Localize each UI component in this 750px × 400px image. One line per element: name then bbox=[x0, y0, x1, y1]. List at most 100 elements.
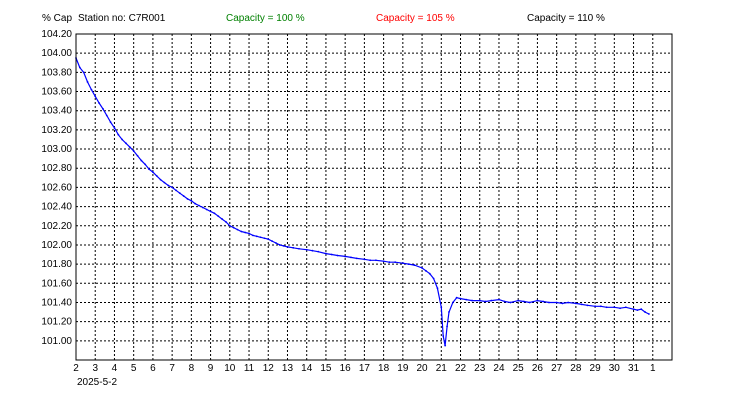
x-tick-label: 9 bbox=[208, 363, 214, 374]
data-point bbox=[455, 296, 458, 299]
x-tick-label: 12 bbox=[263, 363, 275, 374]
data-point bbox=[217, 215, 220, 218]
x-tick-label: 24 bbox=[493, 363, 505, 374]
data-point bbox=[401, 262, 404, 265]
x-tick-label: 21 bbox=[436, 363, 448, 374]
data-point bbox=[548, 301, 550, 304]
data-point bbox=[644, 311, 646, 313]
data-point bbox=[363, 258, 366, 261]
data-point bbox=[498, 298, 500, 301]
x-tick-label: 3 bbox=[92, 363, 98, 374]
x-tick-label: 13 bbox=[282, 363, 294, 374]
data-point bbox=[542, 300, 545, 303]
data-point bbox=[444, 344, 447, 347]
y-tick-label: 101.60 bbox=[41, 278, 72, 289]
data-point bbox=[388, 261, 391, 264]
data-point bbox=[594, 305, 596, 308]
data-point bbox=[407, 263, 410, 266]
data-point bbox=[292, 246, 295, 249]
data-point bbox=[421, 267, 423, 269]
data-point bbox=[221, 218, 224, 220]
data-point bbox=[305, 248, 308, 251]
grid-lines bbox=[76, 34, 672, 360]
data-point bbox=[205, 208, 208, 211]
x-tick-label: 2 bbox=[73, 363, 79, 374]
y-tick-label: 101.00 bbox=[41, 336, 72, 347]
data-point bbox=[561, 302, 564, 305]
data-point bbox=[190, 199, 193, 202]
data-point bbox=[125, 142, 127, 145]
plot-frame bbox=[75, 33, 673, 361]
data-point bbox=[113, 127, 116, 129]
data-point bbox=[90, 88, 93, 91]
data-point bbox=[503, 300, 506, 303]
data-point bbox=[451, 301, 454, 304]
data-point bbox=[355, 257, 358, 260]
data-point bbox=[144, 163, 147, 166]
data-point bbox=[213, 212, 216, 215]
data-point bbox=[182, 195, 185, 197]
data-point bbox=[263, 237, 266, 240]
data-point bbox=[574, 302, 577, 305]
data-point bbox=[448, 311, 450, 313]
data-point bbox=[478, 299, 481, 302]
data-point bbox=[105, 114, 108, 117]
data-point bbox=[132, 150, 135, 152]
data-point bbox=[528, 301, 531, 304]
data-point bbox=[640, 308, 643, 311]
data-point bbox=[251, 234, 254, 237]
y-tick-label: 103.20 bbox=[41, 125, 72, 136]
data-point bbox=[155, 175, 158, 177]
data-point bbox=[555, 301, 558, 304]
data-point bbox=[432, 277, 435, 280]
y-tick-label: 101.20 bbox=[41, 317, 72, 328]
data-point bbox=[425, 269, 427, 272]
data-point bbox=[394, 261, 397, 264]
data-point bbox=[109, 121, 112, 124]
data-point bbox=[317, 250, 320, 253]
legend-capacity-105: Capacity = 105 % bbox=[376, 13, 455, 24]
y-tick-label: 103.40 bbox=[41, 106, 72, 117]
data-point bbox=[442, 335, 445, 337]
data-point bbox=[275, 242, 277, 244]
data-point bbox=[186, 198, 189, 200]
x-tick-label: 15 bbox=[320, 363, 332, 374]
data-point bbox=[201, 206, 204, 209]
x-tick-label: 31 bbox=[628, 363, 640, 374]
data-point bbox=[636, 309, 639, 312]
data-point bbox=[267, 238, 270, 241]
data-point bbox=[148, 168, 150, 171]
data-point bbox=[286, 245, 289, 248]
y-tick-label: 102.60 bbox=[41, 182, 72, 193]
x-tick-label: 11 bbox=[244, 363, 255, 374]
data-point bbox=[140, 159, 143, 162]
y-tick-label: 103.80 bbox=[41, 67, 72, 78]
data-point bbox=[517, 299, 520, 302]
data-point bbox=[298, 247, 300, 250]
y-tick-label: 101.40 bbox=[41, 297, 72, 308]
data-point bbox=[232, 226, 235, 229]
data-point bbox=[167, 184, 170, 187]
data-point bbox=[278, 244, 281, 246]
x-tick-label: 30 bbox=[609, 363, 621, 374]
data-point bbox=[259, 236, 262, 239]
legend-capacity-110: Capacity = 110 % bbox=[527, 13, 605, 24]
x-tick-label: 14 bbox=[301, 363, 313, 374]
data-point bbox=[428, 272, 431, 275]
data-point bbox=[171, 186, 174, 189]
data-point bbox=[484, 300, 487, 303]
data-point bbox=[375, 259, 377, 262]
x-tick-label: 19 bbox=[397, 363, 409, 374]
station-label: Station no: C7R001 bbox=[78, 13, 166, 24]
data-point bbox=[580, 303, 583, 306]
data-point bbox=[648, 313, 650, 315]
data-point bbox=[248, 232, 250, 235]
start-date-label: 2025-5-2 bbox=[77, 377, 117, 388]
y-tick-label: 102.40 bbox=[41, 202, 72, 213]
legend-capacity-100: Capacity = 100 % bbox=[226, 13, 305, 24]
data-point bbox=[159, 178, 162, 181]
data-point bbox=[98, 102, 100, 104]
data-point bbox=[117, 133, 120, 136]
data-point bbox=[509, 301, 512, 304]
